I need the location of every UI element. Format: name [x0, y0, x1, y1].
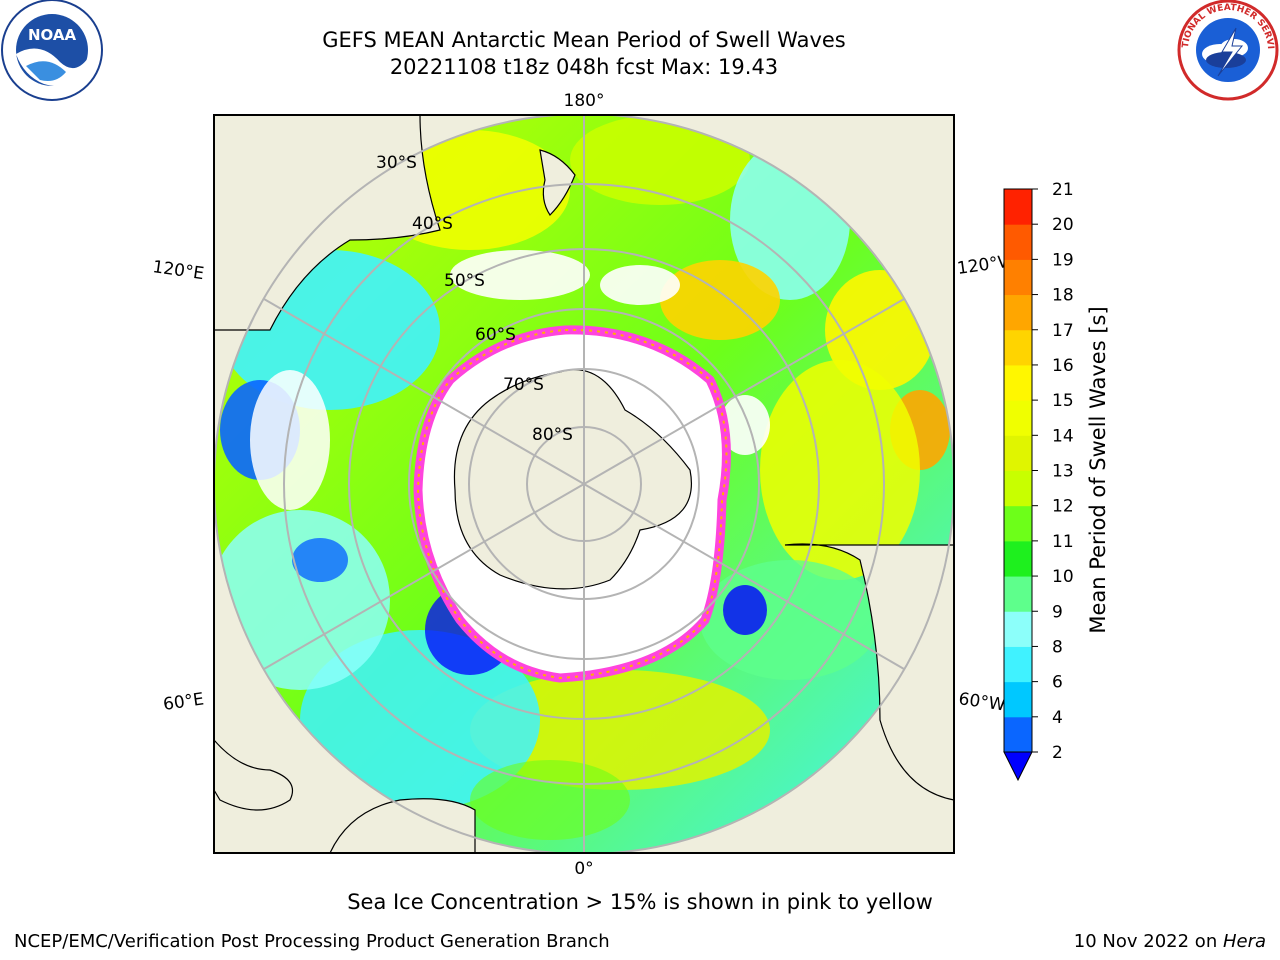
lat-label-70s: 70°S [503, 375, 544, 395]
colorbar-label: Mean Period of Swell Waves [s] [1086, 306, 1110, 633]
graticule [214, 115, 954, 853]
lon-label-60w: 60°W [957, 689, 1006, 715]
colorbar-tick-label: 10 [1052, 567, 1074, 587]
colorbar-segment [1004, 224, 1032, 260]
nws-logo-icon: NATIONAL WEATHER SERVICE [1176, 0, 1279, 101]
colorbar-tick-label: 14 [1052, 426, 1074, 446]
lat-label-40s: 40°S [412, 214, 453, 234]
colorbar-tick-label: 6 [1052, 673, 1063, 693]
colorbar-tick-label: 11 [1052, 532, 1074, 552]
colorbar-segment [1004, 294, 1032, 331]
colorbar-segment [1004, 364, 1032, 401]
colorbar-segment [1004, 681, 1032, 718]
colorbar-segment [1004, 611, 1032, 647]
colorbar-segment [1004, 259, 1032, 296]
colorbar-segment [1004, 576, 1032, 612]
lat-label-60s: 60°S [475, 325, 516, 345]
colorbar-under-arrow [1003, 751, 1033, 782]
lon-label-180: 180° [564, 91, 605, 111]
colorbar-tick-label: 21 [1052, 180, 1074, 200]
lon-label-60e: 60°E [162, 689, 205, 714]
lat-label-50s: 50°S [444, 271, 485, 291]
colorbar-segment [1004, 716, 1032, 753]
africa-land [329, 798, 476, 853]
colorbar-segment [1004, 189, 1032, 225]
colorbar-segment [1004, 646, 1032, 683]
colorbar-segment [1004, 540, 1032, 577]
south-america-land [784, 543, 954, 801]
lat-label-80s: 80°S [532, 425, 573, 445]
sea-ice-edge-yellow [416, 328, 728, 680]
colorbar-segment [1004, 505, 1032, 542]
noaa-logo-text: NOAA [28, 26, 77, 44]
colorbar-tick-label: 9 [1052, 602, 1063, 622]
footer-branch: NCEP/EMC/Verification Post Processing Pr… [14, 931, 610, 952]
colorbar: 2 4 6 8 9 10 11 12 13 14 15 16 17 18 19 20 21 [1003, 180, 1074, 782]
map-frame [213, 114, 955, 854]
colorbar-segment [1004, 435, 1032, 471]
noaa-logo-icon: NOAA [1, 0, 103, 101]
sea-ice-note: Sea Ice Concentration > 15% is shown in … [347, 890, 933, 914]
new-zealand-land [539, 149, 576, 216]
footer-host: Hera [1222, 931, 1266, 952]
footer-date: 10 Nov 2022 on Hera [1074, 931, 1266, 952]
title-line-1: GEFS MEAN Antarctic Mean Period of Swell… [322, 28, 846, 52]
title-line-2: 20221108 t18z 048h fcst Max: 19.43 [389, 55, 779, 79]
colorbar-tick-label: 19 [1052, 250, 1074, 270]
antarctica-land [453, 369, 692, 590]
colorbar-tick-label: 18 [1052, 286, 1074, 306]
lon-label-120e: 120°E [151, 257, 205, 284]
colorbar-segment [1004, 470, 1032, 507]
colorbar-tick-label: 16 [1052, 356, 1074, 376]
colorbar-segment [1004, 400, 1032, 436]
lat-label-30s: 30°S [376, 153, 417, 173]
australia-land [214, 115, 441, 331]
colorbar-tick-label: 13 [1052, 462, 1074, 482]
footer-date-text: 10 Nov 2022 on [1073, 931, 1223, 952]
map-area [214, 115, 954, 853]
colorbar-tick-label: 15 [1052, 391, 1074, 411]
colorbar-segment [1004, 329, 1032, 366]
colorbar-tick-label: 17 [1052, 321, 1074, 341]
lon-label-0: 0° [574, 859, 593, 879]
colorbar-tick-label: 12 [1052, 497, 1074, 517]
madagascar-land [214, 739, 294, 811]
colorbar-tick-label: 2 [1052, 743, 1063, 763]
colorbar-tick-label: 20 [1052, 215, 1074, 235]
colorbar-tick-label: 8 [1052, 637, 1063, 657]
colorbar-tick-label: 4 [1052, 708, 1063, 728]
